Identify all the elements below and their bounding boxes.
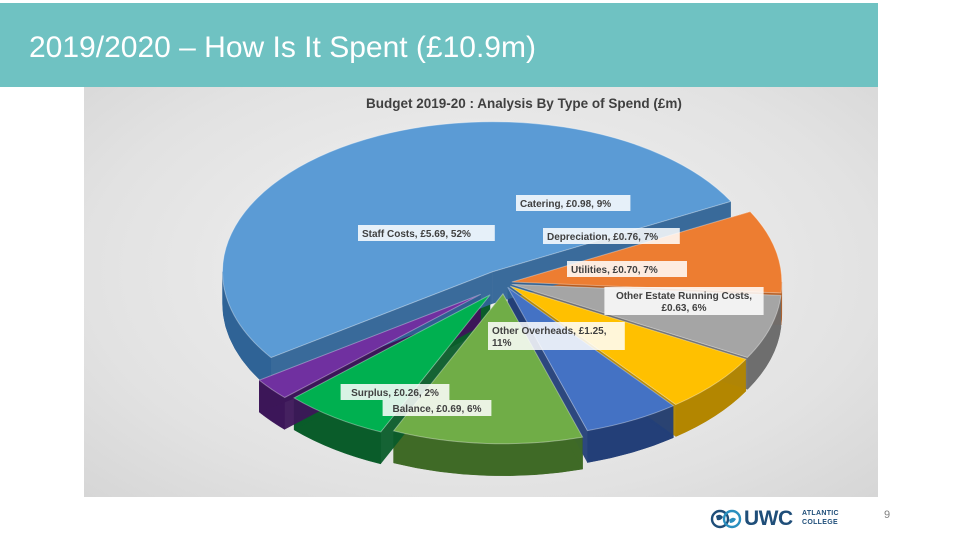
data-label-text: Catering, £0.98, 9% [520, 199, 611, 210]
data-label-balance: Balance, £0.69, 6% [382, 400, 492, 416]
data-label-staff-costs: Staff Costs, £5.69, 52% [358, 225, 495, 241]
globe-icon [710, 509, 742, 529]
data-label-box [567, 261, 687, 277]
uwc-logo: UWC ATLANTIC COLLEGE [710, 507, 850, 531]
data-label-surplus: Surplus, £0.26, 2% [340, 384, 450, 400]
data-label-box [604, 287, 764, 315]
data-label-text: 11% [492, 338, 512, 349]
data-label-box [382, 400, 492, 416]
data-label-text: Balance, £0.69, 6% [393, 404, 482, 415]
data-label-depreciation: Depreciation, £0.76, 7% [543, 228, 680, 244]
slide-title: 2019/2020 – How Is It Spent (£10.9m) [29, 31, 536, 64]
logo-line-2: COLLEGE [802, 519, 838, 526]
pie-slice-side-other-overheads [393, 430, 583, 477]
data-label-utilities: Utilities, £0.70, 7% [567, 261, 687, 277]
data-label-catering: Catering, £0.98, 9% [516, 195, 631, 211]
page-number: 9 [884, 509, 891, 521]
data-label-box [340, 384, 450, 400]
logo-wordmark: UWC [744, 507, 793, 530]
data-label-text: Utilities, £0.70, 7% [571, 265, 658, 276]
pie-slice-surplus [258, 293, 481, 399]
chart-title: Budget 2019-20 : Analysis By Type of Spe… [366, 96, 682, 111]
data-label-text: £0.63, 6% [661, 303, 706, 314]
data-label-box [358, 225, 495, 241]
data-label-text: Other Estate Running Costs, [616, 291, 752, 302]
pie-chart-panel: Budget 2019-20 : Analysis By Type of Spe… [84, 87, 878, 497]
data-label-other-overheads: Other Overheads, £1.25,11% [488, 322, 625, 350]
pie-slice-utilities [509, 285, 747, 406]
data-label-other-estate-running-costs: Other Estate Running Costs,£0.63, 6% [604, 287, 764, 315]
data-label-box [543, 228, 680, 244]
data-label-text: Depreciation, £0.76, 7% [547, 232, 658, 243]
data-label-text: Staff Costs, £5.69, 52% [362, 229, 471, 240]
title-bar: 2019/2020 – How Is It Spent (£10.9m) [0, 3, 878, 87]
labels-layer: Catering, £0.98, 9% Depreciation, £0.76, … [340, 195, 764, 416]
data-label-box [516, 195, 631, 211]
data-label-text: Other Overheads, £1.25, [492, 326, 607, 337]
data-label-box [488, 322, 625, 350]
pie-chart: Budget 2019-20 : Analysis By Type of Spe… [222, 96, 783, 477]
logo-line-1: ATLANTIC [802, 510, 839, 517]
data-label-text: Surplus, £0.26, 2% [351, 388, 439, 399]
